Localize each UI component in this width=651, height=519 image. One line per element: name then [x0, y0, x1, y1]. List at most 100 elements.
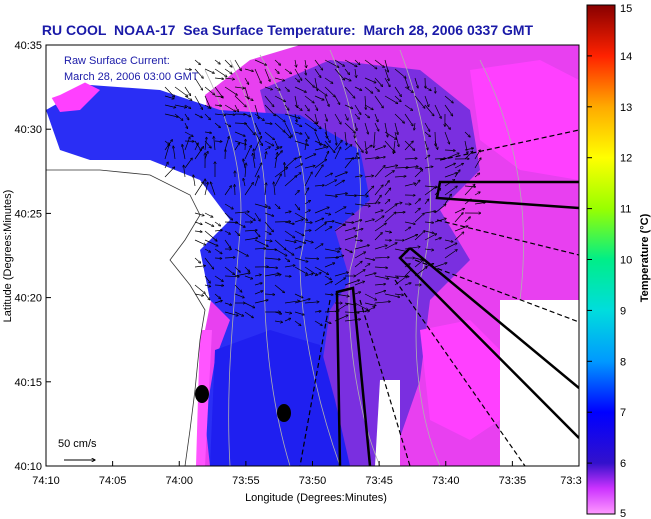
current-vector — [284, 68, 292, 74]
current-vector — [284, 211, 291, 213]
current-vector — [334, 131, 337, 145]
current-vector — [314, 59, 323, 70]
current-vector — [264, 86, 273, 90]
current-vector — [184, 137, 190, 151]
current-vector — [434, 140, 438, 150]
current-vector — [364, 273, 376, 277]
current-vector — [234, 273, 250, 277]
current-vector — [414, 122, 415, 130]
current-vector — [364, 145, 372, 151]
current-vector — [314, 244, 323, 250]
transect-lines — [299, 129, 579, 466]
current-vector — [424, 155, 430, 160]
current-vector — [214, 68, 227, 77]
colorbar-ticks: 5 6 7 8 9 10 11 12 13 14 15 — [587, 3, 632, 519]
current-vector — [244, 95, 253, 101]
current-vector — [334, 224, 345, 232]
current-vector — [364, 176, 374, 177]
current-vector — [214, 248, 222, 254]
current-vector — [374, 95, 383, 108]
colorbar-label: Temperature (°C) — [639, 213, 651, 302]
current-vector — [364, 293, 377, 300]
current-vector — [264, 267, 278, 268]
current-vector — [364, 264, 370, 268]
current-vector — [244, 302, 255, 308]
current-vector — [364, 157, 379, 160]
current-vector — [214, 301, 222, 304]
current-vector — [344, 86, 355, 98]
current-vector — [294, 219, 303, 223]
current-vector — [464, 184, 475, 196]
current-vector — [234, 266, 240, 272]
current-vector — [324, 281, 332, 286]
current-vector — [394, 212, 405, 213]
transect-south — [335, 286, 372, 466]
current-vector — [334, 255, 344, 259]
current-vector — [354, 122, 357, 131]
current-vector — [374, 77, 383, 87]
current-vector — [244, 68, 253, 71]
current-vector — [424, 167, 433, 169]
current-vector — [384, 77, 390, 87]
current-vector — [374, 232, 382, 241]
current-vector — [284, 265, 295, 268]
current-vector — [314, 86, 327, 96]
current-vector — [424, 234, 437, 241]
colorbar-tick-label: 14 — [620, 51, 632, 63]
boundary-dashed-6 — [359, 299, 411, 466]
sst-patch-nw — [50, 80, 100, 112]
y-tick-label: 40:35 — [14, 40, 42, 52]
current-vector — [274, 151, 282, 160]
current-vector — [284, 86, 289, 92]
current-vector — [204, 182, 208, 196]
sst-patch-ne — [470, 60, 579, 180]
current-vector — [194, 284, 205, 294]
current-vector — [174, 113, 183, 121]
current-vector — [274, 311, 282, 314]
current-vector — [194, 143, 198, 151]
current-vector — [364, 86, 373, 93]
current-vector — [384, 122, 388, 137]
current-vector — [274, 68, 279, 74]
current-vector — [254, 131, 263, 146]
current-vector — [344, 131, 347, 145]
current-vector — [265, 183, 266, 196]
colorbar-tick-label: 12 — [620, 153, 632, 165]
current-vector — [304, 266, 317, 275]
current-vector — [314, 320, 322, 326]
current-vector — [404, 113, 413, 126]
colorbar-tick-label: 6 — [620, 458, 626, 470]
current-vector — [204, 221, 214, 226]
current-vector — [214, 105, 222, 106]
current-vector — [394, 68, 406, 78]
current-vector — [274, 284, 285, 293]
current-vector — [284, 176, 297, 187]
current-vector — [214, 258, 222, 259]
current-vector — [204, 212, 213, 217]
current-vector — [374, 210, 383, 214]
current-vector — [253, 153, 256, 169]
current-vector — [214, 141, 222, 142]
current-vector — [324, 320, 331, 323]
current-vector — [194, 147, 204, 160]
current-vector — [344, 319, 361, 322]
current-vector — [204, 86, 215, 95]
current-vector — [404, 183, 416, 187]
current-vector — [324, 173, 333, 178]
current-vector — [284, 221, 294, 224]
current-vector — [424, 249, 434, 250]
current-vector — [194, 212, 204, 216]
current-vector — [444, 104, 453, 116]
current-vector — [354, 176, 362, 177]
current-vector — [284, 239, 296, 242]
current-vector — [424, 187, 436, 196]
current-vector — [234, 131, 245, 136]
current-vector — [454, 232, 464, 241]
current-vector — [284, 131, 291, 138]
current-vector — [374, 165, 385, 178]
current-vector — [384, 59, 388, 72]
current-vector — [193, 175, 196, 187]
current-vector — [334, 147, 341, 160]
current-vector — [214, 59, 220, 64]
current-vector — [374, 157, 385, 160]
